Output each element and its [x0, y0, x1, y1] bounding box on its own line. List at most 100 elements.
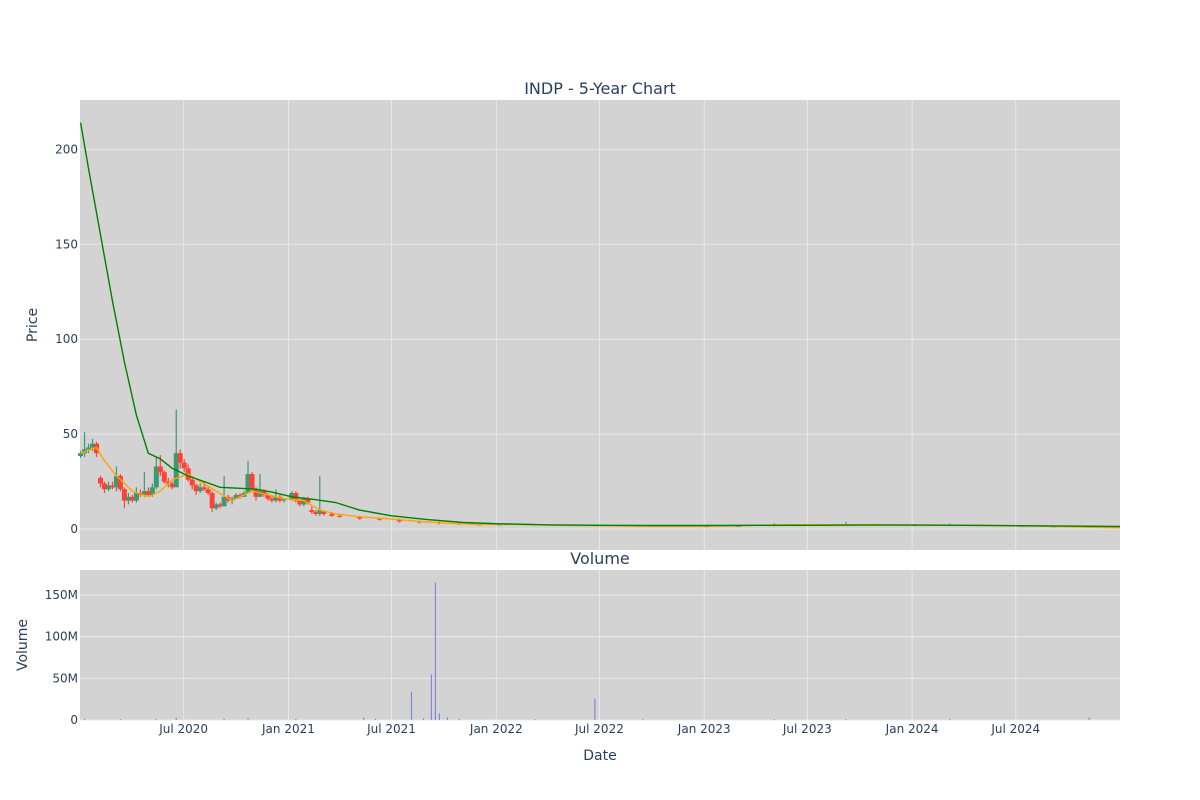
candle-body [133, 493, 139, 501]
volume-y-gridlines [80, 594, 1120, 721]
volume-bar [845, 719, 847, 720]
volume-axis-title: Volume [15, 619, 31, 671]
candle-body [161, 472, 167, 482]
candle-body [209, 493, 215, 509]
x-tick-label: Jul 2024 [990, 722, 1040, 736]
x-tick-label: Jan 2023 [677, 722, 731, 736]
long-moving-average-line [79, 122, 1121, 528]
candle-body [145, 491, 151, 495]
volume-bar [430, 674, 433, 720]
candle-body [90, 443, 96, 448]
candle-body [229, 498, 235, 501]
candle-body [309, 510, 315, 513]
moving-average-lines [79, 122, 1121, 529]
volume-y-tick-label: 100M [45, 630, 78, 644]
candle-body [317, 510, 323, 514]
price-chart-title: INDP - 5-Year Chart [524, 79, 676, 98]
volume-y-tick-label: 50M [52, 671, 78, 685]
price-axis-title: Price [25, 308, 41, 342]
candle-body [86, 447, 92, 450]
candle-body [205, 489, 211, 494]
candle-body [249, 474, 255, 490]
price-y-tick-label: 50 [63, 427, 78, 441]
volume-bar [247, 718, 249, 720]
candle-body [177, 453, 183, 463]
x-tick-label: Jan 2022 [469, 722, 523, 736]
candle-body [281, 499, 287, 501]
candle-body [149, 487, 155, 495]
candle-body [277, 496, 283, 501]
volume-bar [434, 582, 436, 720]
candle-body [98, 477, 104, 484]
candle-body [305, 498, 311, 503]
volume-bar [295, 719, 297, 720]
candle-body [78, 453, 84, 457]
candle-body [265, 494, 271, 499]
candle-body [261, 491, 267, 495]
candle-body [377, 518, 383, 520]
candle-body [201, 487, 207, 490]
candle-body [273, 496, 279, 501]
x-tick-label: Jan 2021 [261, 722, 315, 736]
candle-body [101, 483, 107, 490]
price-y-tick-label: 0 [70, 522, 78, 536]
candle-body [197, 487, 203, 492]
price-x-gridlines [183, 100, 1017, 550]
volume-bar [446, 717, 448, 720]
candle-body [301, 498, 307, 505]
price-y-tick-label: 150 [55, 237, 78, 251]
volume-bar [119, 719, 122, 720]
price-plot-background [80, 100, 1120, 550]
volume-y-tick-label: 0 [70, 713, 78, 727]
candle-body [181, 462, 187, 469]
candle-body [245, 474, 251, 494]
candle-body [129, 496, 135, 501]
volume-bar [642, 719, 644, 720]
volume-panel: 0 50M 100M 150M Volume Volume Jul 2020 Jan 2… [15, 549, 1120, 764]
price-y-tick-label: 100 [55, 332, 78, 346]
candle-body [253, 489, 259, 497]
x-tick-label: Jan 2024 [885, 722, 939, 736]
x-axis-title: Date [583, 748, 616, 764]
volume-bar [83, 718, 86, 720]
candle-body [141, 491, 147, 495]
volume-bar [949, 718, 951, 720]
candle-body [397, 519, 403, 522]
candle-body [329, 513, 335, 516]
candle-body [121, 489, 127, 501]
price-y-tick-labels: 0 50 100 150 200 [55, 142, 78, 536]
candle-body [217, 504, 223, 507]
candle-body [189, 479, 195, 486]
candle-body [193, 485, 199, 492]
volume-bar [175, 717, 177, 720]
x-tick-label: Jul 2021 [366, 722, 416, 736]
candle-body [357, 516, 363, 519]
candle-body [257, 491, 263, 497]
volume-bar [438, 713, 440, 720]
volume-chart-title: Volume [570, 549, 630, 568]
volume-bar [594, 699, 596, 720]
volume-bar [363, 717, 365, 720]
candle-body [337, 515, 343, 517]
candle-body [269, 498, 275, 501]
volume-bar [773, 719, 775, 720]
x-tick-labels: Jul 2020 Jan 2021 Jul 2021 Jan 2022 Jul 2022… [158, 722, 1040, 736]
price-y-tick-label: 200 [55, 142, 78, 156]
candle-body [213, 504, 219, 509]
x-tick-label: Jul 2022 [574, 722, 624, 736]
candle-body [321, 512, 327, 514]
candle-body [113, 475, 119, 488]
candle-body [157, 466, 163, 473]
candle-body [153, 466, 159, 488]
volume-bar [534, 719, 536, 720]
x-tick-label: Jul 2020 [158, 722, 208, 736]
volume-bar [374, 718, 377, 720]
volume-y-tick-label: 150M [45, 588, 78, 602]
volume-bar [422, 718, 425, 720]
candle-body [313, 512, 319, 514]
candle-body [233, 494, 239, 499]
price-panel: 0 50 100 150 200 INDP - 5-Year Chart Price [25, 79, 1121, 550]
volume-bar [155, 719, 157, 720]
candle-body [169, 483, 175, 488]
